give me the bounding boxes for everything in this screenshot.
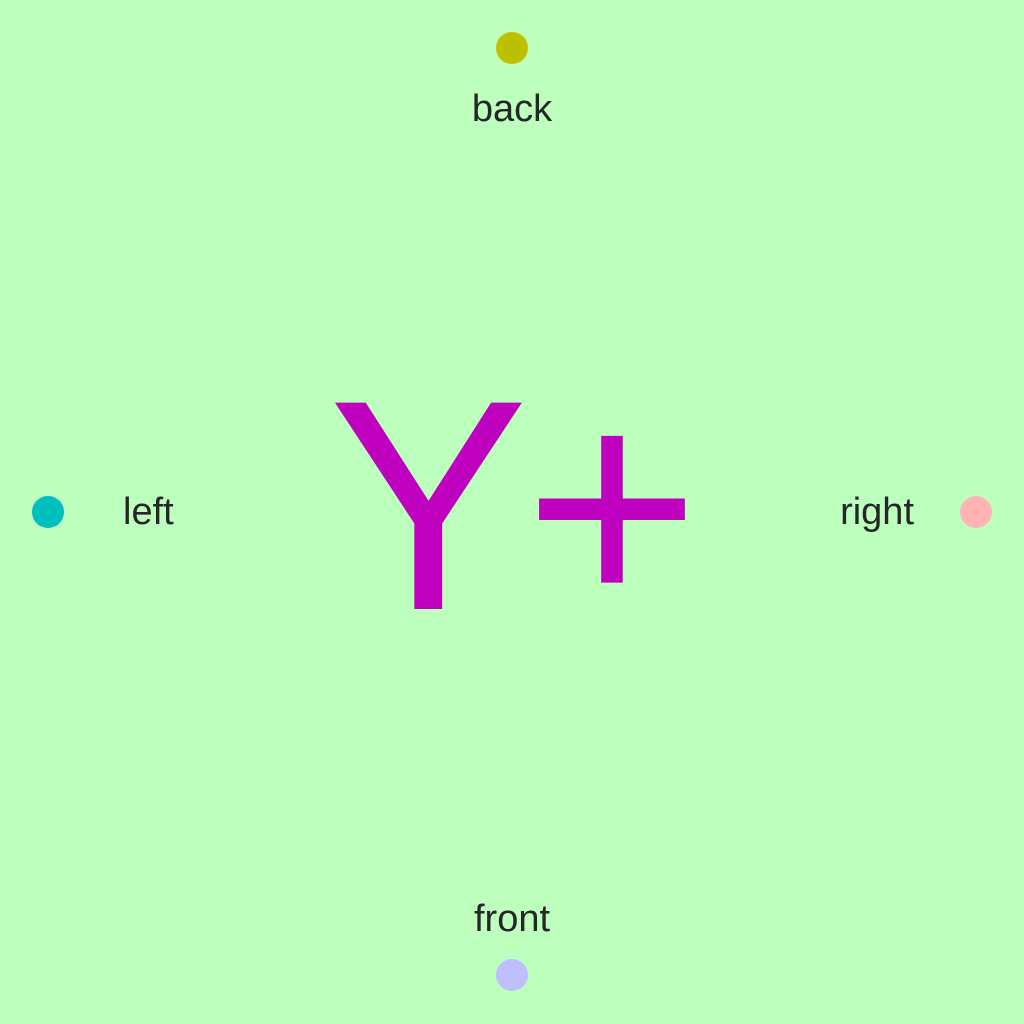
left-label: left	[123, 491, 174, 533]
back-marker-dot	[496, 32, 528, 64]
right-label: right	[840, 491, 914, 533]
front-marker-dot	[496, 959, 528, 991]
right-marker-dot	[960, 496, 992, 528]
front-label: front	[473, 898, 551, 940]
axis-label: Y+	[328, 337, 699, 673]
back-label: back	[471, 88, 553, 130]
left-marker-dot	[32, 496, 64, 528]
